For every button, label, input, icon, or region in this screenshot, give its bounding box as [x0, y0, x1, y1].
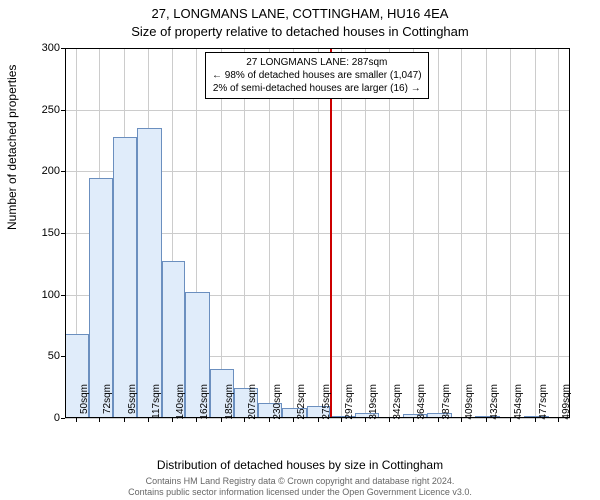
ytick-label: 250: [10, 104, 60, 116]
x-axis-label: Distribution of detached houses by size …: [0, 458, 600, 472]
annotation-box: 27 LONGMANS LANE: 287sqm ← 98% of detache…: [205, 52, 429, 99]
plot-area: [65, 48, 570, 418]
xtick-mark: [558, 418, 559, 422]
xtick-label: 117sqm: [151, 384, 162, 424]
ytick-mark: [61, 171, 65, 172]
grid-line: [221, 48, 222, 418]
grid-line: [293, 48, 294, 418]
histogram-bar: [113, 137, 137, 418]
xtick-mark: [438, 418, 439, 422]
ytick-label: 50: [10, 350, 60, 362]
xtick-mark: [389, 418, 390, 422]
footer-line2: Contains public sector information licen…: [128, 487, 472, 497]
grid-line: [461, 48, 462, 418]
xtick-label: 454sqm: [513, 384, 524, 424]
footer-line1: Contains HM Land Registry data © Crown c…: [146, 476, 455, 486]
xtick-mark: [269, 418, 270, 422]
xtick-label: 230sqm: [272, 384, 283, 424]
xtick-mark: [365, 418, 366, 422]
grid-line: [535, 48, 536, 418]
grid-line: [341, 48, 342, 418]
xtick-label: 50sqm: [79, 384, 90, 424]
xtick-mark: [318, 418, 319, 422]
xtick-label: 252sqm: [296, 384, 307, 424]
annotation-line2: ← 98% of detached houses are smaller (1,…: [212, 70, 422, 81]
ytick-label: 100: [10, 289, 60, 301]
xtick-mark: [413, 418, 414, 422]
xtick-label: 432sqm: [489, 384, 500, 424]
xtick-mark: [461, 418, 462, 422]
xtick-label: 140sqm: [175, 384, 186, 424]
annotation-line3: 2% of semi-detached houses are larger (1…: [213, 83, 421, 94]
xtick-mark: [148, 418, 149, 422]
grid-line: [244, 48, 245, 418]
ytick-mark: [61, 295, 65, 296]
ytick-mark: [61, 233, 65, 234]
histogram-bar: [137, 128, 162, 418]
grid-line: [438, 48, 439, 418]
histogram-chart: 27, LONGMANS LANE, COTTINGHAM, HU16 4EA …: [0, 0, 600, 500]
xtick-mark: [486, 418, 487, 422]
grid-line: [365, 48, 366, 418]
ytick-mark: [61, 418, 65, 419]
xtick-label: 95sqm: [127, 384, 138, 424]
xtick-label: 364sqm: [416, 384, 427, 424]
xtick-mark: [221, 418, 222, 422]
xtick-mark: [293, 418, 294, 422]
xtick-mark: [535, 418, 536, 422]
xtick-label: 297sqm: [344, 384, 355, 424]
grid-line: [318, 48, 319, 418]
xtick-mark: [124, 418, 125, 422]
xtick-mark: [341, 418, 342, 422]
footer-credits: Contains HM Land Registry data © Crown c…: [0, 476, 600, 498]
xtick-label: 275sqm: [321, 384, 332, 424]
chart-title-subtitle: Size of property relative to detached ho…: [0, 24, 600, 39]
grid-line: [389, 48, 390, 418]
grid-line: [558, 48, 559, 418]
xtick-label: 477sqm: [538, 384, 549, 424]
xtick-label: 409sqm: [464, 384, 475, 424]
xtick-mark: [76, 418, 77, 422]
ytick-label: 200: [10, 165, 60, 177]
chart-title-address: 27, LONGMANS LANE, COTTINGHAM, HU16 4EA: [0, 6, 600, 21]
xtick-label: 185sqm: [224, 384, 235, 424]
grid-line: [510, 48, 511, 418]
ytick-label: 300: [10, 42, 60, 54]
xtick-label: 499sqm: [561, 384, 572, 424]
y-axis-label: Number of detached properties: [5, 65, 19, 230]
grid-line: [413, 48, 414, 418]
histogram-bar: [89, 178, 114, 419]
xtick-mark: [172, 418, 173, 422]
property-marker-line: [330, 48, 332, 418]
ytick-label: 150: [10, 227, 60, 239]
xtick-label: 72sqm: [102, 384, 113, 424]
xtick-label: 162sqm: [199, 384, 210, 424]
xtick-label: 207sqm: [247, 384, 258, 424]
grid-line: [486, 48, 487, 418]
grid-line: [269, 48, 270, 418]
xtick-label: 319sqm: [368, 384, 379, 424]
ytick-mark: [61, 110, 65, 111]
xtick-mark: [244, 418, 245, 422]
ytick-mark: [61, 48, 65, 49]
xtick-label: 342sqm: [392, 384, 403, 424]
xtick-label: 387sqm: [441, 384, 452, 424]
xtick-mark: [510, 418, 511, 422]
annotation-line1: 27 LONGMANS LANE: 287sqm: [246, 57, 387, 68]
ytick-label: 0: [10, 412, 60, 424]
xtick-mark: [196, 418, 197, 422]
xtick-mark: [99, 418, 100, 422]
